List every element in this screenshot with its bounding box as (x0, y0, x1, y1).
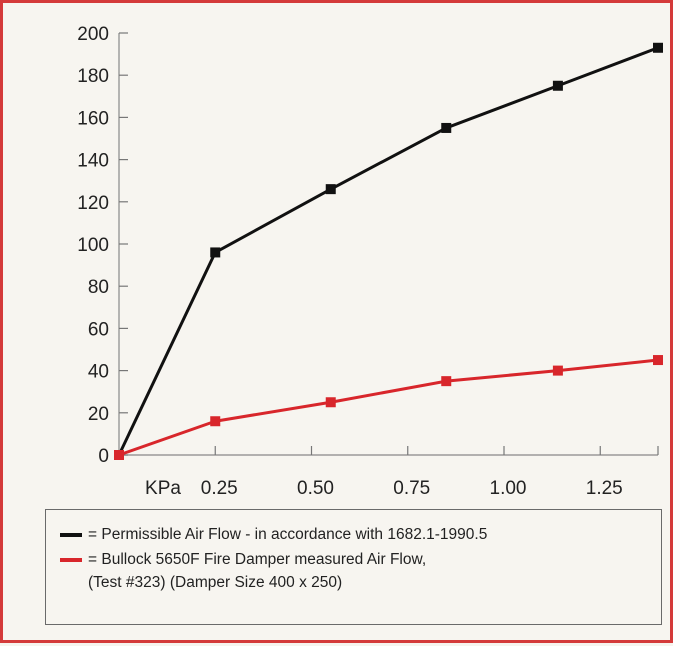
x-tick-label: 0.25 (201, 478, 238, 499)
legend-label-permissible: = Permissible Air Flow - in accordance w… (88, 526, 487, 543)
x-axis-ticks: 0.25 0.50 0.75 1.00 1.25 (201, 446, 658, 499)
y-tick-label: 40 (88, 362, 109, 383)
series-layer (114, 43, 663, 460)
legend-swatch-black (60, 533, 82, 537)
x-tick-label: 0.75 (393, 478, 430, 499)
data-point-measured (653, 355, 663, 365)
data-point-measured (326, 397, 336, 407)
data-point-permissible (326, 184, 336, 194)
x-tick-label: 1.00 (490, 478, 527, 499)
series-line-permissible (119, 48, 658, 455)
y-tick-label: 20 (88, 404, 109, 425)
y-tick-label: 140 (77, 151, 109, 172)
data-point-measured (441, 376, 451, 386)
y-tick-label: 160 (77, 108, 109, 129)
y-tick-label: 120 (77, 193, 109, 214)
data-point-permissible (653, 43, 663, 53)
legend-swatch-red (60, 558, 82, 562)
x-tick-label: 1.25 (586, 478, 623, 499)
data-point-measured (210, 416, 220, 426)
legend-label-measured-cont: (Test #323) (Damper Size 400 x 250) (88, 574, 342, 592)
y-axis-ticks: 0 20 40 60 80 100 120 140 160 180 200 (77, 24, 128, 467)
x-tick-label: 0.50 (297, 478, 334, 499)
x-axis-title: KPa (145, 478, 181, 499)
data-point-measured (114, 450, 124, 460)
y-tick-label: 200 (77, 24, 109, 45)
data-point-permissible (210, 247, 220, 257)
legend-item-measured: = Bullock 5650F Fire Damper measured Air… (60, 551, 426, 569)
legend-item-permissible: = Permissible Air Flow - in accordance w… (60, 526, 487, 544)
legend: = Permissible Air Flow - in accordance w… (45, 509, 662, 625)
data-point-permissible (553, 81, 563, 91)
y-tick-label: 80 (88, 277, 109, 298)
y-tick-label: 0 (98, 446, 109, 467)
series-line-measured (119, 360, 658, 455)
data-point-permissible (441, 123, 451, 133)
legend-label-measured: = Bullock 5650F Fire Damper measured Air… (88, 551, 426, 568)
y-tick-label: 100 (77, 235, 109, 256)
y-tick-label: 60 (88, 319, 109, 340)
data-point-measured (553, 366, 563, 376)
y-tick-label: 180 (77, 66, 109, 87)
